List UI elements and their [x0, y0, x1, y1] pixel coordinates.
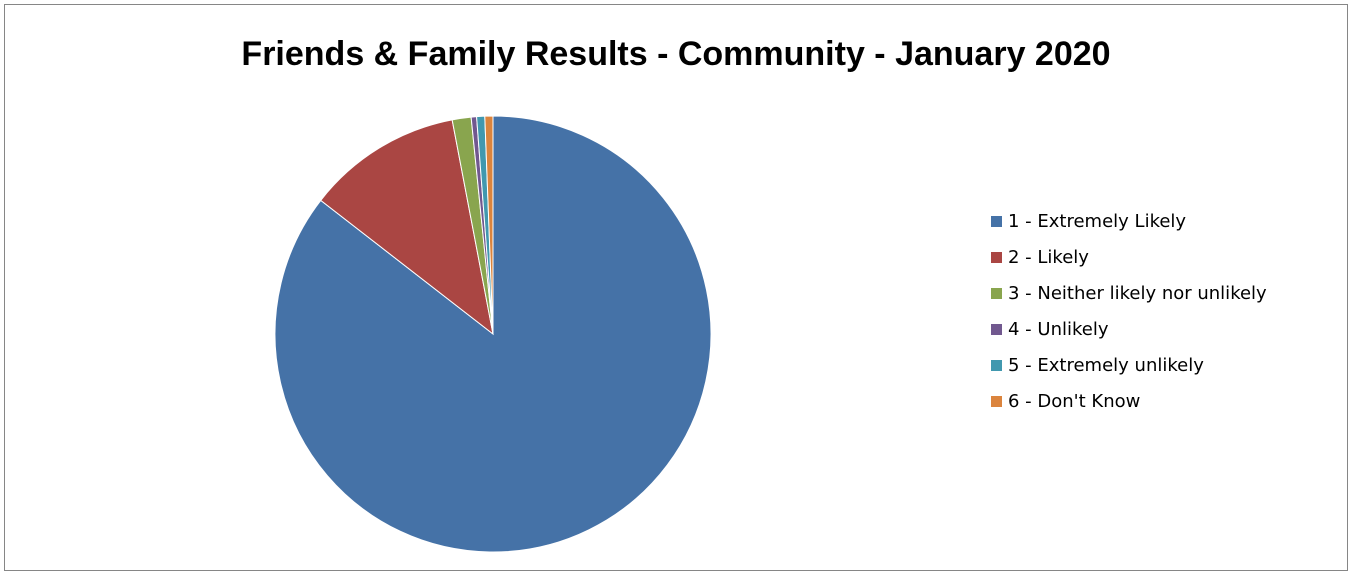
legend-item-1: 1 - Extremely Likely	[991, 203, 1267, 239]
legend-item-3: 3 - Neither likely nor unlikely	[991, 275, 1267, 311]
legend-swatch	[991, 323, 1002, 335]
legend-item-6: 6 - Don't Know	[991, 383, 1267, 419]
legend-item-4: 4 - Unlikely	[991, 311, 1267, 347]
legend-label: 3 - Neither likely nor unlikely	[1008, 282, 1267, 304]
legend-swatch	[991, 215, 1002, 227]
legend-item-2: 2 - Likely	[991, 239, 1267, 275]
legend-swatch	[991, 359, 1002, 371]
legend-swatch	[991, 395, 1002, 407]
legend-item-5: 5 - Extremely unlikely	[991, 347, 1267, 383]
legend-label: 1 - Extremely Likely	[1008, 210, 1187, 232]
pie-slice-6	[484, 115, 494, 335]
chart-frame: Friends & Family Results - Community - J…	[4, 4, 1348, 571]
legend-swatch	[991, 251, 1002, 263]
pie-chart	[274, 115, 712, 553]
legend-label: 4 - Unlikely	[1008, 318, 1109, 340]
legend-swatch	[991, 287, 1002, 299]
legend-label: 6 - Don't Know	[1008, 390, 1141, 412]
legend-label: 2 - Likely	[1008, 246, 1089, 268]
legend: 1 - Extremely Likely 2 - Likely 3 - Neithe…	[991, 203, 1267, 419]
pie-slice-2	[320, 119, 494, 336]
chart-title: Friends & Family Results - Community - J…	[241, 35, 1111, 73]
legend-label: 5 - Extremely unlikely	[1008, 354, 1204, 376]
